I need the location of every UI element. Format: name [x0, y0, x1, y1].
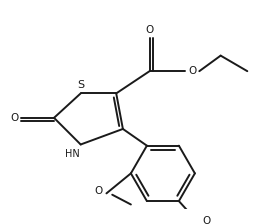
Text: HN: HN — [65, 149, 80, 159]
Text: O: O — [95, 186, 103, 196]
Text: O: O — [202, 216, 211, 224]
Text: O: O — [11, 113, 19, 123]
Text: O: O — [188, 66, 197, 76]
Text: O: O — [146, 25, 154, 35]
Text: S: S — [77, 80, 84, 90]
